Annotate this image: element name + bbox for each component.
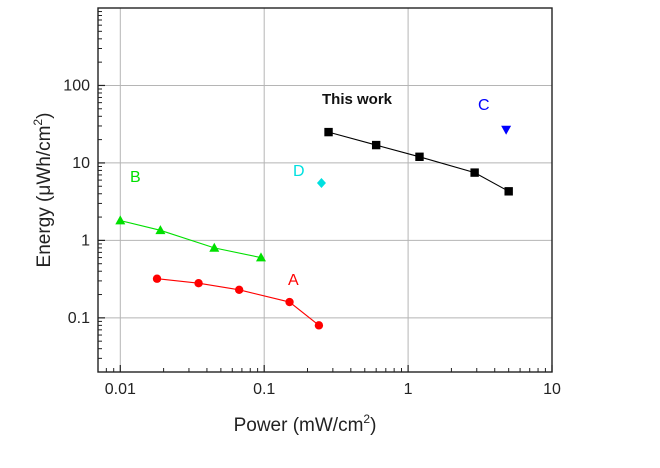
series-b	[115, 215, 266, 262]
annotation-label: C	[478, 97, 490, 114]
circle-marker	[152, 274, 162, 283]
axis-ticks: 0.01 0.1 1 10 0.1 1 10 100	[63, 11, 561, 398]
grid-lines	[98, 8, 553, 372]
diamond-marker	[316, 178, 326, 189]
annotation-label: B	[130, 169, 141, 186]
series-c	[501, 125, 512, 135]
x-tick-label: 0.1	[253, 381, 275, 398]
y-axis-title: Energy (μWh/cm2)	[31, 113, 55, 268]
triangle-down-marker	[501, 125, 512, 135]
square-marker	[324, 127, 333, 137]
circle-marker	[194, 279, 203, 288]
plot-frame	[97, 7, 553, 373]
x-tick-label: 10	[543, 381, 561, 398]
square-marker	[371, 140, 381, 150]
y-tick-label: 100	[63, 77, 90, 94]
annotation-label: D	[293, 163, 305, 180]
series-layer	[115, 125, 513, 330]
series-line-this-work	[328, 131, 509, 192]
series-line-b	[120, 220, 262, 259]
y-tick-label: 1	[81, 232, 90, 249]
square-marker	[504, 187, 513, 196]
square-marker	[415, 152, 424, 161]
triangle-marker	[115, 215, 126, 225]
x-axis-title: Power (mW/cm2)	[234, 412, 377, 436]
y-tick-label: 0.1	[68, 310, 90, 327]
series-d	[316, 178, 326, 189]
annotations: This work A B C D	[130, 91, 490, 289]
annotation-label: This work	[322, 91, 393, 108]
y-tick-label: 10	[72, 155, 90, 172]
triangle-marker	[209, 242, 220, 252]
annotation-label: A	[288, 272, 299, 289]
x-tick-label: 1	[404, 381, 413, 398]
series-a	[152, 274, 324, 330]
triangle-marker	[155, 225, 166, 235]
square-marker	[470, 168, 479, 177]
circle-marker	[314, 321, 324, 330]
circle-marker	[234, 285, 244, 295]
triangle-marker	[255, 252, 266, 262]
series-this-work	[324, 127, 513, 196]
x-tick-label: 0.01	[105, 381, 136, 398]
circle-marker	[285, 297, 294, 307]
